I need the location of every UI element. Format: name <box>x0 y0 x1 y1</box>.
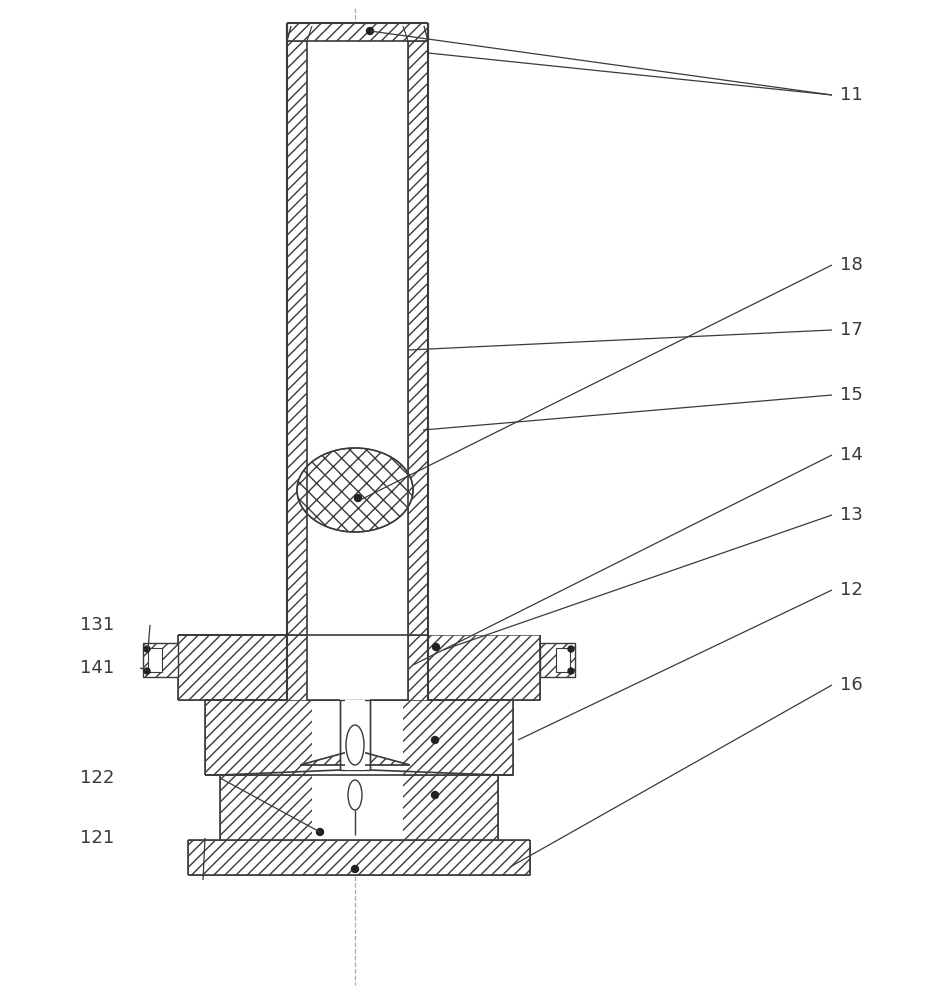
Bar <box>148 648 162 672</box>
Text: 16: 16 <box>840 676 863 694</box>
Circle shape <box>144 668 150 674</box>
Bar <box>312 700 403 775</box>
Text: 13: 13 <box>840 506 863 524</box>
Bar <box>287 23 307 635</box>
Bar <box>205 700 513 775</box>
Text: 15: 15 <box>840 386 863 404</box>
Text: 122: 122 <box>80 769 114 787</box>
Text: 18: 18 <box>840 256 863 274</box>
Circle shape <box>432 736 438 744</box>
Bar <box>428 635 540 700</box>
Polygon shape <box>300 750 410 765</box>
Text: 141: 141 <box>80 659 114 677</box>
Text: 12: 12 <box>840 581 863 599</box>
Circle shape <box>351 865 359 872</box>
Text: 17: 17 <box>840 321 863 339</box>
Bar <box>408 635 428 700</box>
Bar <box>307 41 408 635</box>
Circle shape <box>568 668 574 674</box>
Bar <box>178 635 287 700</box>
Text: 131: 131 <box>80 616 114 634</box>
Ellipse shape <box>297 448 413 532</box>
Bar <box>143 643 178 677</box>
Ellipse shape <box>346 725 364 765</box>
Circle shape <box>355 494 361 502</box>
Text: 11: 11 <box>840 86 863 104</box>
Bar <box>220 775 498 840</box>
Bar <box>143 643 178 677</box>
Text: 121: 121 <box>80 829 114 847</box>
Bar <box>287 635 307 700</box>
Bar <box>340 700 370 770</box>
Bar <box>345 700 365 770</box>
Bar <box>540 643 575 677</box>
Bar <box>287 23 428 41</box>
Circle shape <box>317 828 323 836</box>
Circle shape <box>432 792 438 798</box>
Bar <box>556 648 570 672</box>
Circle shape <box>568 646 574 652</box>
Circle shape <box>432 644 440 650</box>
Circle shape <box>144 646 150 652</box>
Bar <box>540 643 575 677</box>
Bar <box>307 635 408 700</box>
Bar <box>408 23 428 635</box>
Text: 14: 14 <box>840 446 863 464</box>
Bar <box>188 840 530 875</box>
Bar <box>312 775 403 840</box>
Ellipse shape <box>348 780 362 810</box>
Circle shape <box>366 27 374 34</box>
